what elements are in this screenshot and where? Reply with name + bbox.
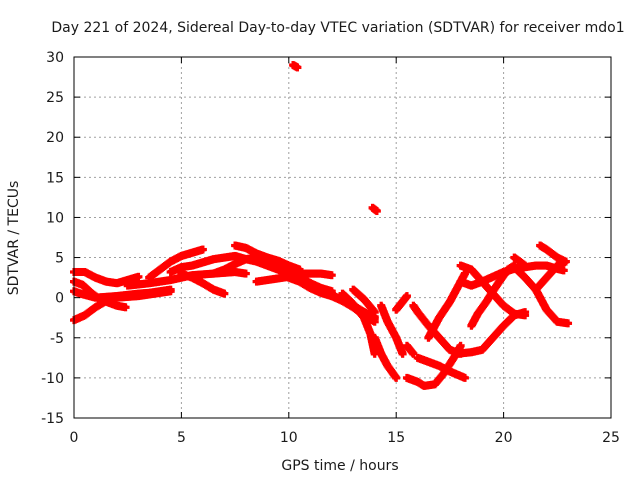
data-point xyxy=(295,63,299,72)
data-point xyxy=(523,311,527,320)
y-tick-label: 30 xyxy=(46,50,64,66)
data-point xyxy=(394,373,398,382)
data-series-arc-23 xyxy=(424,269,469,342)
data-point xyxy=(244,269,248,278)
x-tick-label: 0 xyxy=(70,430,79,446)
data-point xyxy=(459,341,463,350)
axis-ticks: 0 5 10 15 20 25 -15 -10 -5 0 5 10 15 20 25 30 xyxy=(41,50,620,446)
data-series-arc-5 xyxy=(76,285,175,302)
data-series-arc-32 xyxy=(531,257,570,294)
data-series-arc-16 xyxy=(349,285,379,317)
data-point xyxy=(201,245,205,254)
data-series-arc-31 xyxy=(536,241,568,265)
y-tick-label: 25 xyxy=(46,90,64,106)
data-point xyxy=(373,314,377,323)
data-series-arc-19 xyxy=(392,292,411,314)
data-point xyxy=(564,257,568,266)
y-tick-label: 0 xyxy=(55,291,64,307)
data-point xyxy=(401,349,405,358)
data-point xyxy=(411,349,415,358)
y-tick-label: -10 xyxy=(41,371,64,387)
data-point xyxy=(373,308,377,317)
data-points xyxy=(70,61,573,390)
y-tick-label: 20 xyxy=(46,130,64,146)
y-tick-label: 10 xyxy=(46,210,64,226)
y-tick-label: 5 xyxy=(55,251,64,267)
data-point xyxy=(463,373,467,382)
data-series-arc-1 xyxy=(70,267,143,288)
data-series-arc-7 xyxy=(145,245,207,282)
data-point xyxy=(123,303,128,312)
data-point xyxy=(375,207,379,216)
x-axis-label: GPS time / hours xyxy=(281,458,398,474)
data-point xyxy=(373,349,377,358)
y-tick-label: -15 xyxy=(41,411,64,427)
data-point xyxy=(566,319,570,328)
y-tick-label: -5 xyxy=(50,331,64,347)
data-series-arc-18 xyxy=(377,301,407,358)
data-point xyxy=(169,285,173,294)
data-series-arc-17 xyxy=(370,333,401,382)
data-series-arc-33 xyxy=(289,61,302,72)
data-point xyxy=(297,265,302,274)
data-series-arc-20 xyxy=(402,341,418,358)
data-point xyxy=(463,269,467,278)
chart-title: Day 221 of 2024, Sidereal Day-to-day VTE… xyxy=(51,20,624,36)
data-series-arc-28 xyxy=(456,261,530,320)
y-tick-label: 15 xyxy=(46,170,64,186)
x-tick-label: 25 xyxy=(602,430,620,446)
data-point xyxy=(136,272,141,281)
data-point xyxy=(222,289,226,298)
x-tick-label: 10 xyxy=(280,430,298,446)
x-tick-label: 20 xyxy=(495,430,513,446)
plot-frame xyxy=(73,56,612,419)
grid-layer xyxy=(74,57,611,418)
data-series-arc-30 xyxy=(510,253,530,270)
x-tick-label: 15 xyxy=(387,430,405,446)
data-series-arc-24 xyxy=(413,353,469,382)
data-point xyxy=(405,292,409,301)
data-series-arc-9 xyxy=(177,269,229,298)
y-axis-label: SDTVAR / TECUs xyxy=(6,181,22,296)
data-point xyxy=(330,271,334,280)
data-point xyxy=(523,261,527,270)
x-tick-label: 5 xyxy=(177,430,186,446)
data-series-arc-34 xyxy=(368,203,381,216)
data-point xyxy=(562,266,566,275)
